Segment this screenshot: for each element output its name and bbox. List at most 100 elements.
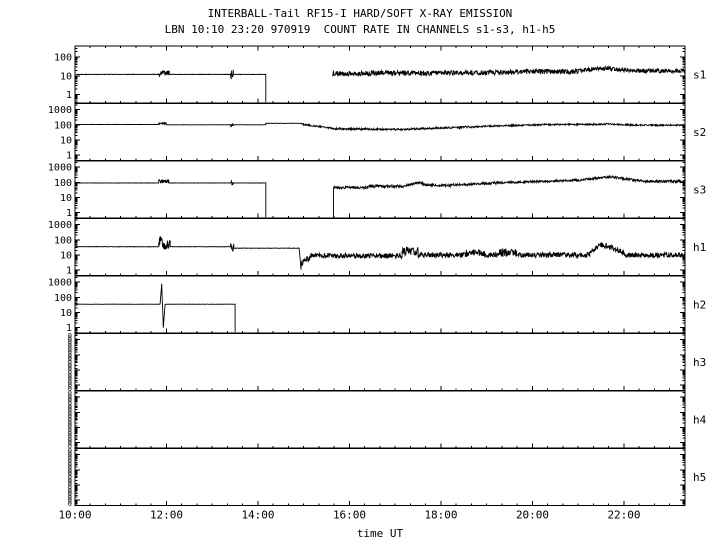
channel-label-h2: h2 — [693, 299, 706, 312]
trace-s3 — [333, 174, 686, 218]
y-tick-label: 10 — [60, 251, 72, 262]
trace-s1 — [332, 65, 686, 78]
y-tick-label: 1000 — [48, 278, 72, 289]
y-tick-label: 1 — [66, 151, 72, 162]
panel-frame — [74, 390, 686, 449]
panel-s3: 1000 100 10 1 s3 — [48, 160, 706, 219]
y-zero-label: 0 — [68, 477, 72, 485]
y-zero-label: 0 — [68, 362, 72, 370]
channel-label-h4: h4 — [693, 414, 707, 427]
y-zero-label: 0 — [68, 368, 72, 376]
y-zero-label: 0 — [68, 345, 72, 353]
trace-h1 — [75, 235, 686, 270]
y-zero-label: 0 — [68, 433, 72, 441]
y-zero-label: 0 — [68, 349, 72, 357]
y-zero-label: 0 — [68, 390, 72, 398]
panel-frame — [74, 448, 686, 506]
y-zero-label: 0 — [68, 464, 72, 472]
chart-subtitle: LBN 10:10 23:20 970919 COUNT RATE IN CHA… — [164, 23, 556, 36]
y-zero-label: 0 — [68, 339, 72, 347]
panel-s1: 100 10 1 s1 — [54, 45, 706, 104]
y-zero-label: 0 — [68, 426, 72, 434]
y-zero-label: 0 — [68, 342, 72, 350]
y-zero-label: 0 — [68, 335, 72, 343]
y-tick-label: 1000 — [48, 220, 72, 231]
trace-s3 — [75, 178, 267, 218]
y-zero-label: 0 — [68, 450, 72, 458]
x-axis-label: time UT — [356, 527, 404, 540]
y-zero-label: 0 — [68, 409, 72, 417]
y-zero-label: 0 — [68, 332, 72, 340]
y-tick-label: 1000 — [48, 105, 72, 116]
chart-title: INTERBALL-Tail RF15-I HARD/SOFT X-RAY EM… — [207, 7, 513, 20]
y-zero-label: 0 — [68, 443, 72, 451]
y-tick-label: 100 — [54, 293, 72, 304]
y-tick-label: 10 — [60, 308, 72, 319]
y-tick-label: 10 — [60, 71, 72, 82]
y-tick-label: 1 — [66, 90, 72, 101]
y-zero-label: 0 — [68, 382, 72, 390]
y-tick-label: 1 — [66, 208, 72, 219]
panel-frame — [74, 103, 686, 161]
channel-label-h5: h5 — [693, 471, 706, 484]
y-zero-label: 0 — [68, 436, 72, 444]
y-zero-label: 0 — [68, 406, 72, 414]
x-tick-label: 12:00 — [150, 509, 183, 522]
y-tick-label: 1 — [66, 323, 72, 334]
y-zero-label: 0 — [68, 497, 72, 505]
y-zero-label: 0 — [68, 429, 72, 437]
y-zero-label: 0 — [68, 460, 72, 468]
trace-s1 — [75, 69, 267, 103]
trace-h2 — [75, 283, 236, 333]
panel-frame — [74, 160, 686, 219]
y-tick-label: 100 — [54, 235, 72, 246]
panel-h2: 1000 100 10 1 h2 — [48, 275, 706, 334]
y-zero-label: 0 — [68, 480, 72, 488]
panel-frame — [74, 333, 686, 391]
y-zero-label: 0 — [68, 378, 72, 386]
y-zero-label: 0 — [68, 403, 72, 411]
y-zero-label: 0 — [68, 359, 72, 367]
y-zero-label: 0 — [68, 393, 72, 401]
y-zero-label: 0 — [68, 470, 72, 478]
y-zero-label: 0 — [68, 416, 72, 424]
y-zero-label: 0 — [68, 423, 72, 431]
channel-label-s3: s3 — [693, 184, 706, 197]
y-zero-label: 0 — [68, 396, 72, 404]
panel-h1: 1000 100 10 1 h1 — [48, 218, 706, 277]
x-tick-label: 16:00 — [333, 509, 366, 522]
y-zero-label: 0 — [68, 493, 72, 501]
y-zero-label: 0 — [68, 474, 72, 482]
y-zero-label: 0 — [68, 355, 72, 363]
y-zero-label: 0 — [68, 500, 72, 508]
y-tick-label: 100 — [54, 120, 72, 131]
channel-label-h3: h3 — [693, 356, 706, 369]
channel-label-s1: s1 — [693, 69, 706, 82]
y-zero-label: 0 — [68, 457, 72, 465]
y-tick-label: 1000 — [48, 163, 72, 174]
y-zero-label: 0 — [68, 467, 72, 475]
y-zero-label: 0 — [68, 487, 72, 495]
y-tick-label: 1 — [66, 266, 72, 277]
y-zero-label: 0 — [68, 413, 72, 421]
y-zero-label: 0 — [68, 454, 72, 462]
y-zero-label: 0 — [68, 385, 72, 393]
x-tick-label: 22:00 — [607, 509, 640, 522]
y-tick-label: 10 — [60, 193, 72, 204]
y-tick-label: 100 — [54, 178, 72, 189]
y-tick-label: 10 — [60, 136, 72, 147]
y-zero-label: 0 — [68, 439, 72, 447]
y-zero-label: 0 — [68, 375, 72, 383]
y-zero-label: 0 — [68, 399, 72, 407]
y-zero-label: 0 — [68, 419, 72, 427]
y-zero-label: 0 — [68, 483, 72, 491]
y-zero-label: 0 — [68, 447, 72, 455]
y-zero-label: 0 — [68, 365, 72, 373]
x-tick-label: 14:00 — [241, 509, 274, 522]
trace-s2 — [75, 121, 686, 132]
